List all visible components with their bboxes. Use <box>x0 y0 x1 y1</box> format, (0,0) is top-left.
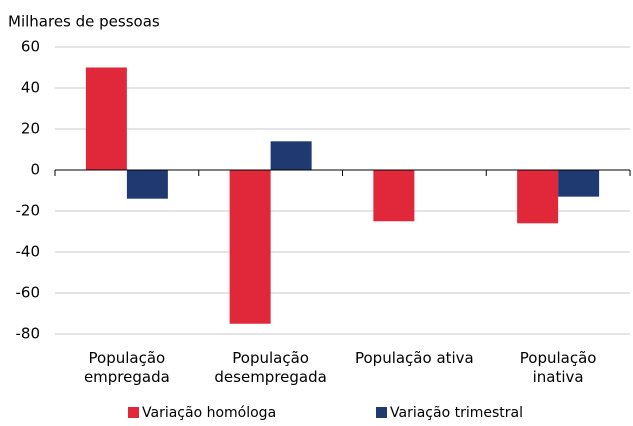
y-tick-label: -20 <box>16 202 41 220</box>
bar <box>558 170 600 197</box>
legend-label: Variação trimestral <box>390 405 523 421</box>
bar <box>126 170 168 199</box>
y-tick-label: -80 <box>16 325 41 343</box>
y-tick-label: -40 <box>16 243 41 261</box>
y-tick-label: 0 <box>30 161 40 179</box>
y-axis-title: Milhares de pessoas <box>8 13 160 31</box>
y-tick-label: 60 <box>21 38 40 56</box>
x-tick-label: População empregada <box>83 349 170 386</box>
x-tick-label: População desempregada <box>214 349 327 386</box>
y-tick-label: 40 <box>21 79 40 97</box>
bar <box>85 67 127 170</box>
y-tick-label: -60 <box>16 284 41 302</box>
x-tick-label: População ativa <box>354 349 474 367</box>
bar <box>517 170 559 224</box>
bar <box>373 170 415 222</box>
legend-swatch <box>128 407 139 418</box>
bar <box>229 170 271 324</box>
x-tick-label: População inativa <box>519 349 597 386</box>
legend-swatch <box>376 407 387 418</box>
legend-label: Variação homóloga <box>142 405 276 421</box>
bar <box>270 141 312 170</box>
y-tick-label: 20 <box>21 120 40 138</box>
